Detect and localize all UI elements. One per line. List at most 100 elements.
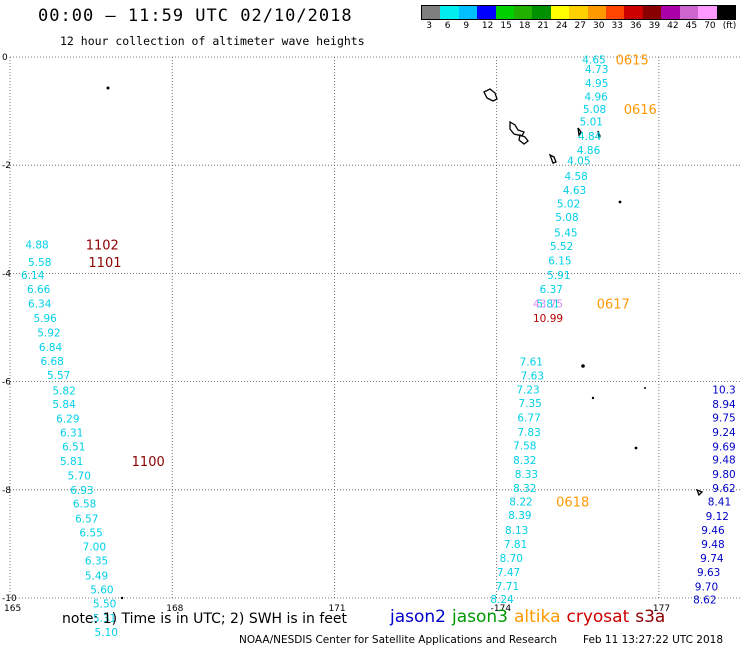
colorbar-cell [642, 6, 662, 19]
colorbar-label: (ft) [722, 21, 737, 31]
swh-value: 6.35 [85, 556, 108, 568]
swh-value: 5.08 [583, 104, 606, 116]
lon-tick-label: -174 [491, 604, 512, 614]
swh-value: 5.50 [93, 598, 116, 610]
swh-value: 10.3 [712, 385, 735, 397]
swh-value: 8.32 [513, 483, 536, 495]
swh-value: 7.61 [520, 357, 543, 369]
swh-value: 5.52 [550, 241, 573, 253]
colorbar-cell [550, 6, 570, 19]
swh-value: 6.29 [56, 413, 79, 425]
swh-value: 8.39 [508, 510, 531, 522]
credit-line: NOAA/NESDIS Center for Satellite Applica… [239, 634, 557, 646]
swh-value: 6.31 [60, 427, 83, 439]
swh-value: 6.58 [73, 498, 96, 510]
island [577, 127, 582, 137]
island-outlines [106, 86, 704, 600]
colorbar-label: 45 [685, 21, 698, 31]
time-label: 0618 [556, 496, 589, 511]
swh-value: 5.92 [37, 327, 60, 339]
colorbar-cell [661, 6, 680, 19]
colorbar-label: 70 [704, 21, 716, 31]
colorbar-label: 27 [574, 21, 586, 31]
swh-value: 4.96 [584, 91, 608, 103]
time-label: 1101 [88, 256, 121, 271]
swh-value: 6.37 [540, 284, 563, 296]
lat-tick-label: -2 [2, 161, 11, 171]
swh-value: 9.69 [712, 442, 735, 454]
swh-value: 5.81 [536, 299, 559, 311]
colorbar-cell [477, 6, 496, 19]
island [483, 88, 498, 102]
page-subtitle: 12 hour collection of altimeter wave hei… [60, 34, 365, 48]
swh-value: 6.68 [40, 356, 63, 368]
swh-value: 9.63 [697, 567, 720, 579]
time-label: 0617 [597, 298, 630, 313]
colorbar-cell [458, 6, 478, 19]
colorbar-cell [495, 6, 515, 19]
swh-value: 5.81 [60, 456, 83, 468]
time-label: 1102 [86, 239, 119, 254]
axis-labels: 165 168 171 -174 177 0 -2 -4 -6 -8 -10 [2, 53, 670, 614]
colorbar-label: 15 [500, 21, 512, 31]
swh-value: 6.14 [21, 270, 45, 282]
swh-value: 9.48 [701, 539, 724, 551]
colorbar-cell [569, 6, 588, 19]
legend-item: jason3 [452, 607, 508, 627]
map-grid [9, 56, 740, 599]
swh-value: 7.58 [513, 440, 536, 452]
island [618, 200, 622, 204]
swh-value: 6.93 [70, 485, 93, 497]
swh-value: 4.86 [577, 145, 601, 157]
time-label: 0615 [616, 54, 649, 69]
swh-value: 8.41 [708, 497, 731, 509]
swh-value: 4.73 [585, 64, 608, 76]
swh-value: 9.70 [695, 582, 718, 594]
swh-value: 4.05 [567, 155, 590, 167]
swh-value: 9.24 [712, 427, 736, 439]
colorbar-cell [624, 6, 643, 19]
colorbar-label: 9 [463, 21, 470, 31]
colorbar-cell [532, 6, 551, 19]
swh-value: 10.99 [533, 313, 563, 325]
swh-value: 5.60 [90, 584, 113, 596]
colorbar-label: 33 [611, 21, 623, 31]
swh-value: 5.01 [580, 116, 603, 128]
colorbar-cell [514, 6, 533, 19]
satellite-legend: jason2 jason3 altika cryosat s3a [390, 607, 671, 627]
colorbar-label: 6 [444, 21, 451, 31]
swh-value: 5.91 [547, 270, 570, 282]
lon-tick-label: 165 [4, 604, 21, 614]
island [644, 387, 646, 389]
swh-value: 5.57 [47, 370, 70, 382]
lat-tick-label: 0 [2, 53, 8, 63]
colorbar-label: 21 [537, 21, 549, 31]
swh-value: 5.02 [557, 199, 580, 211]
legend-item: jason2 [390, 607, 446, 627]
swh-value: 6.15 [548, 255, 571, 267]
swh-value: 6.57 [75, 513, 98, 525]
lon-tick-label: 168 [166, 604, 183, 614]
colorbar-cell [587, 6, 607, 19]
lon-tick-label: 171 [328, 604, 345, 614]
swh-value: 6.66 [27, 284, 51, 296]
swh-value: 9.46 [701, 525, 725, 537]
swh-value: 9.80 [712, 469, 735, 481]
colorbar-labels: 3 6 9 12 15 18 21 24 27 30 33 36 39 42 45 70 (ft) [421, 21, 736, 33]
swh-value: 7.63 [521, 371, 544, 383]
swh-value: 4.63 [563, 185, 586, 197]
lon-tick-label: 177 [653, 604, 670, 614]
swh-value: 4.88 [25, 240, 48, 252]
island [581, 364, 585, 368]
page-title: 00:00 – 11:59 UTC 02/10/2018 [38, 6, 353, 26]
colorbar-cell [440, 6, 459, 19]
swh-value: 4.58 [564, 171, 587, 183]
island [695, 488, 704, 497]
swh-value: 6.84 [39, 342, 63, 354]
colorbar-label: 18 [518, 21, 531, 31]
legend-item: s3a [635, 607, 666, 627]
island [518, 134, 529, 145]
swh-value: 4.95 [585, 78, 608, 90]
island [106, 86, 110, 90]
